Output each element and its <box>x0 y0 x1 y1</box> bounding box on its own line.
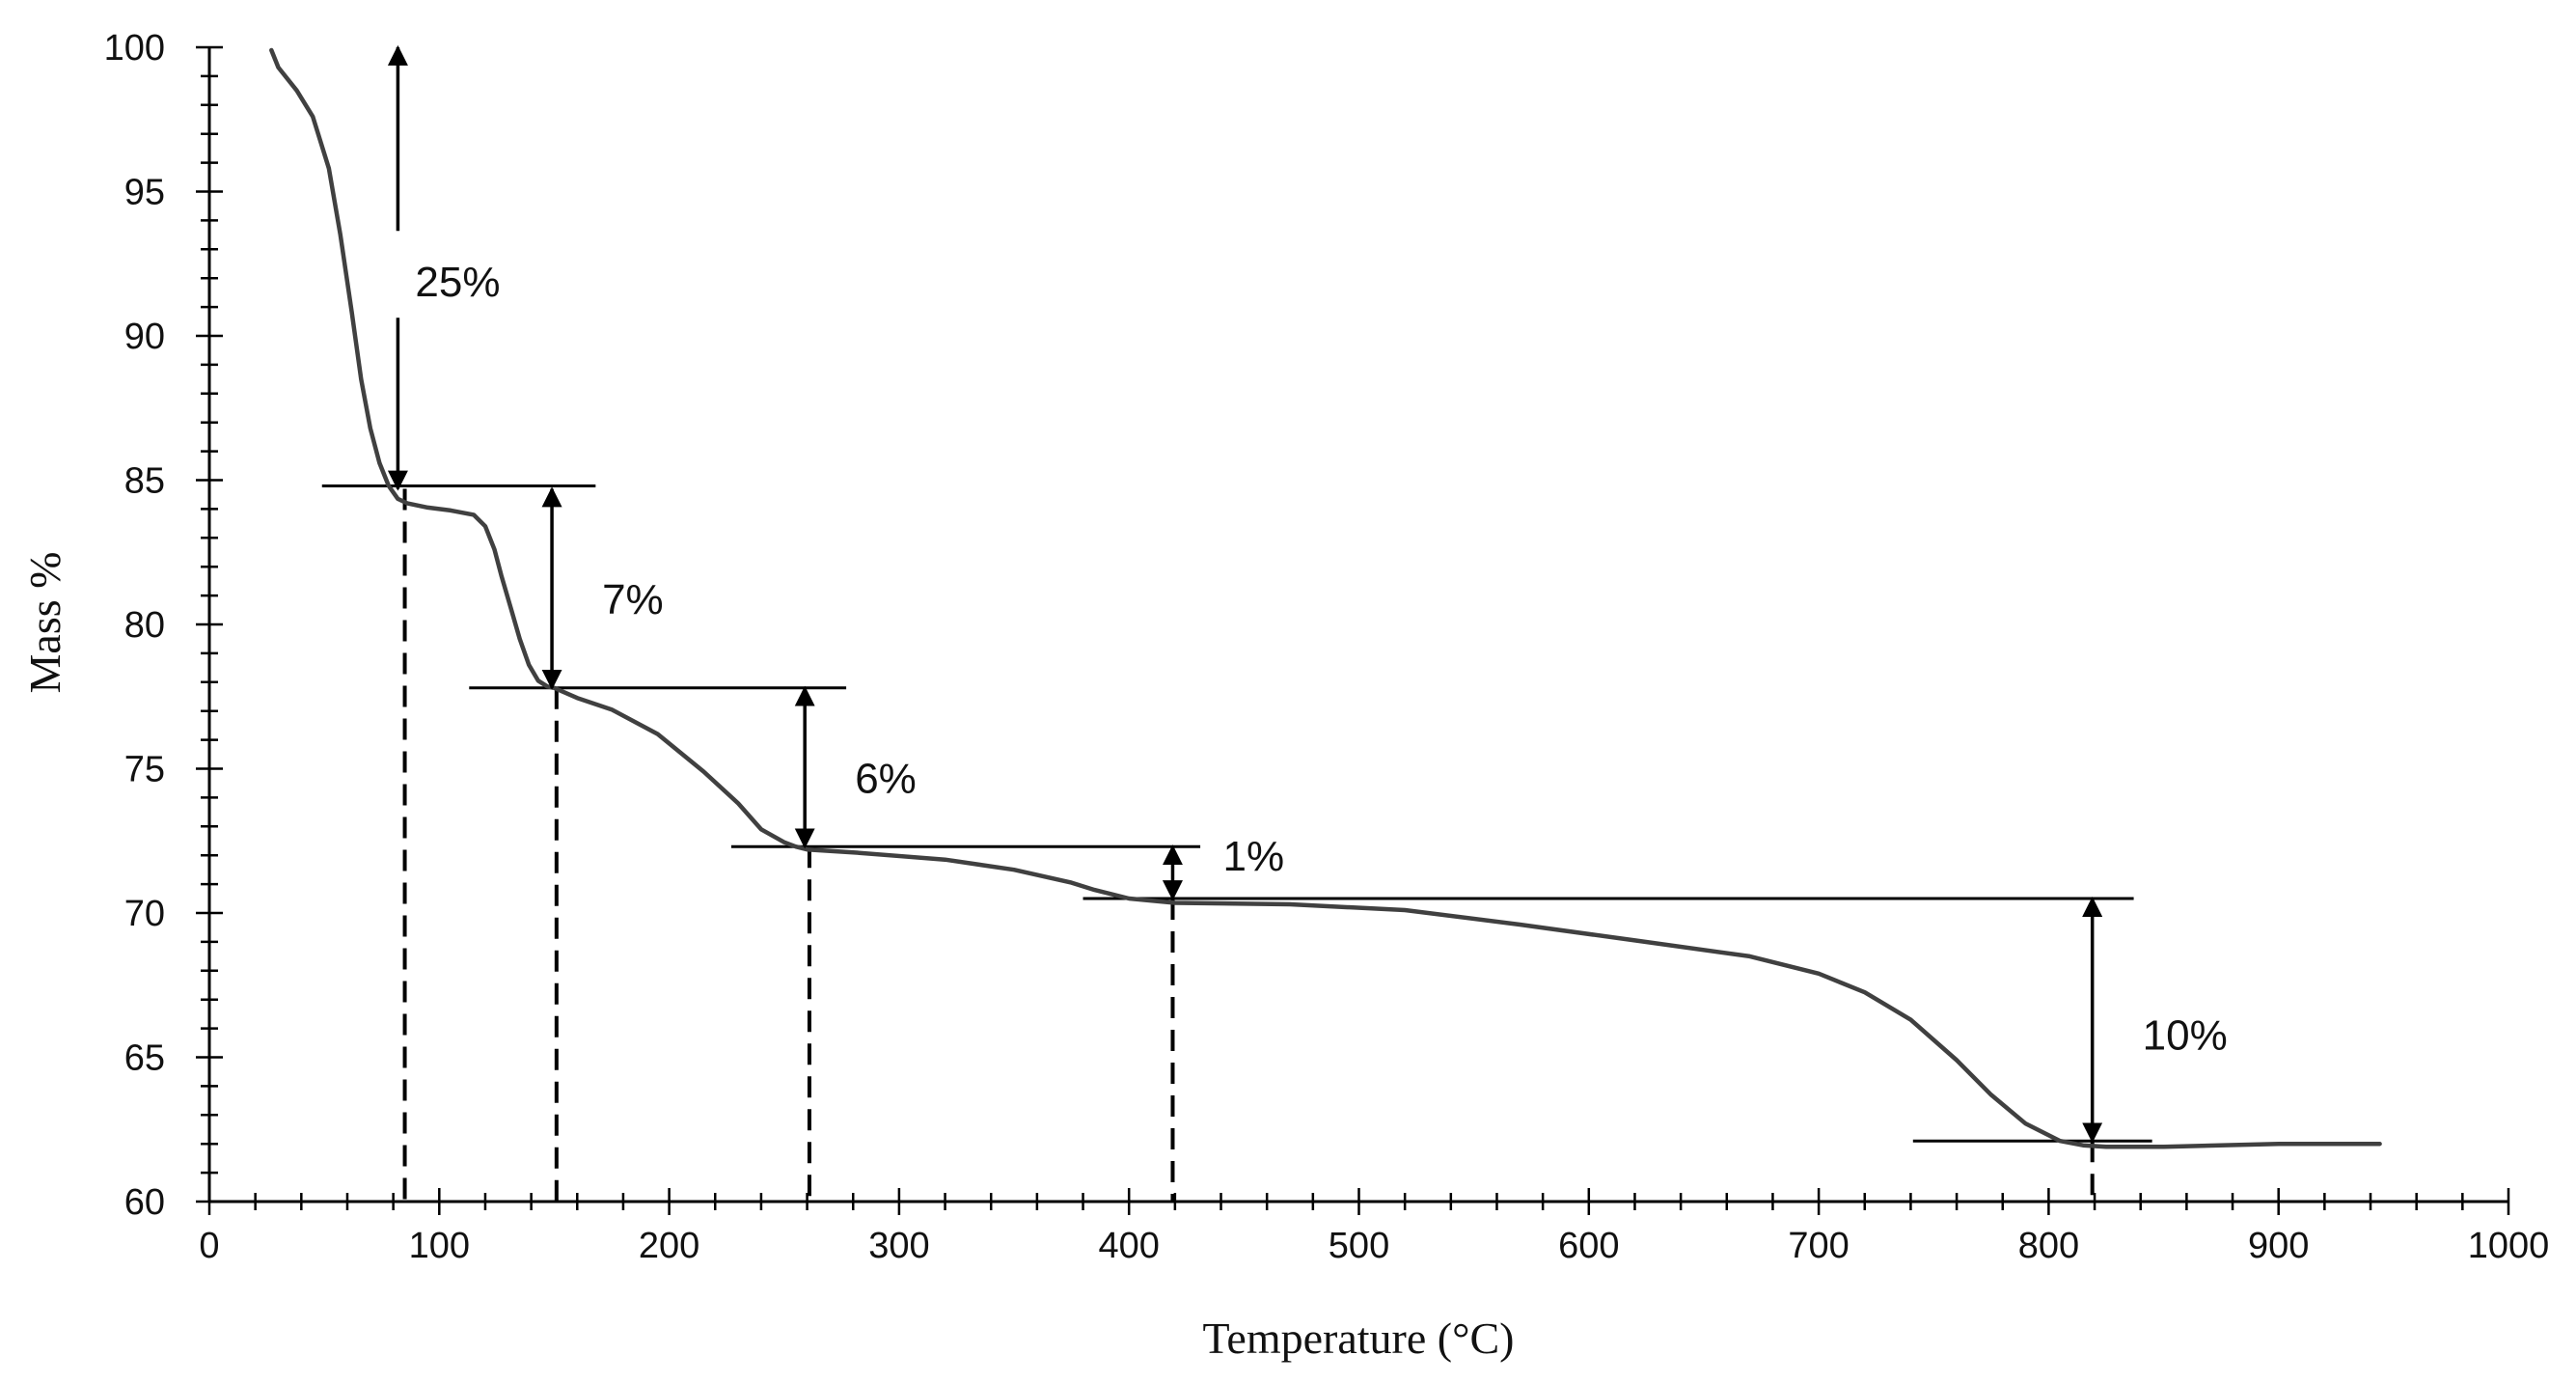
y-tick-label: 90 <box>124 317 165 357</box>
mass-loss-label: 1% <box>1222 833 1284 880</box>
x-tick-label: 1000 <box>2468 1226 2550 1266</box>
data-series <box>269 47 2382 1149</box>
y-tick-label: 75 <box>124 750 165 790</box>
mass-loss-label: 10% <box>2143 1012 2228 1060</box>
x-tick-label: 200 <box>639 1226 699 1266</box>
y-tick-label: 70 <box>124 894 165 934</box>
mass-loss-label: 7% <box>602 576 664 623</box>
axes: 0 100 200 300 400 500 600 700 800 900 1000 60 65 70 75… <box>104 28 2550 1266</box>
y-tick-label: 95 <box>124 173 165 213</box>
y-tick-label: 65 <box>124 1038 165 1079</box>
x-tick-label: 800 <box>2018 1226 2079 1266</box>
mass-loss-label: 6% <box>855 755 917 802</box>
x-tick-label: 600 <box>1558 1226 1619 1266</box>
mass-curve <box>269 47 2382 1149</box>
x-tick-label: 900 <box>2248 1226 2309 1266</box>
x-tick-label: 700 <box>1788 1226 1849 1266</box>
y-axis-title: Mass % <box>20 552 69 694</box>
x-axis-title: Temperature (°C) <box>1203 1314 1515 1363</box>
mass-loss-label: 25% <box>415 259 500 306</box>
y-tick-label: 100 <box>104 28 165 69</box>
annotations: 25% 7% 6% 1% 10% <box>387 44 2228 1144</box>
y-tick-label: 85 <box>124 461 165 502</box>
x-tick-label: 400 <box>1098 1226 1159 1266</box>
x-tick-label: 500 <box>1329 1226 1389 1266</box>
y-tick-label: 80 <box>124 605 165 646</box>
x-tick-label: 300 <box>868 1226 929 1266</box>
x-tick-label: 100 <box>409 1226 470 1266</box>
y-tick-label: 60 <box>124 1182 165 1223</box>
x-tick-label: 0 <box>199 1226 219 1266</box>
